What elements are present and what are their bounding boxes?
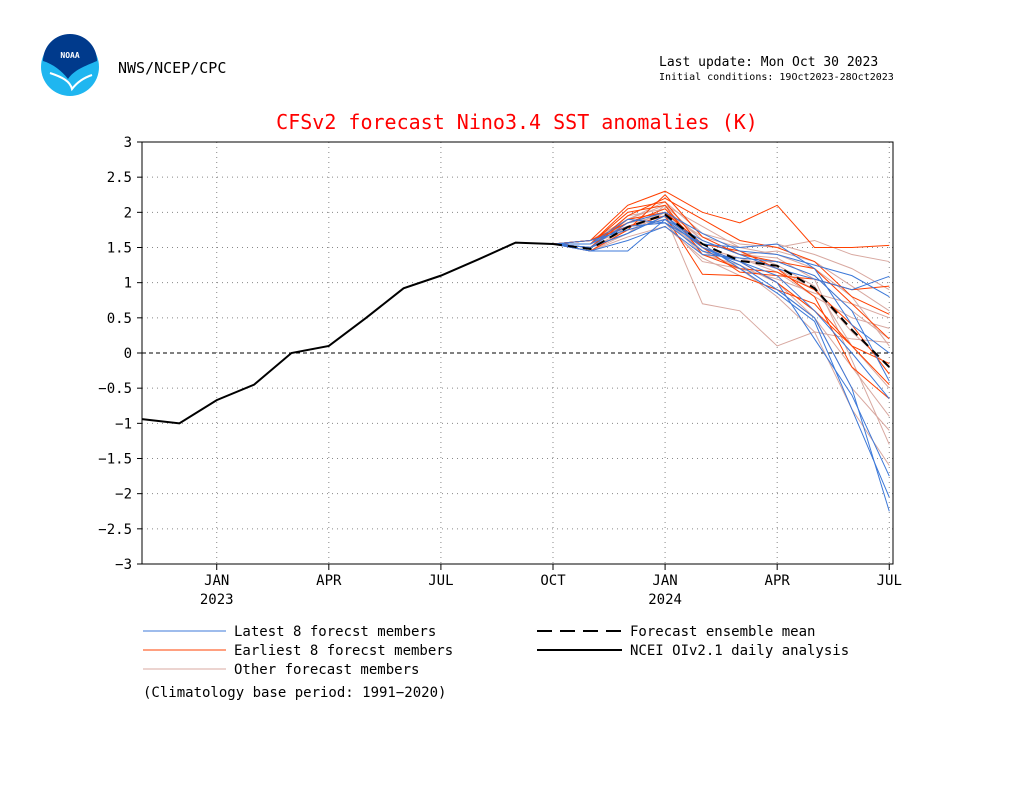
latest-member-line <box>552 215 890 400</box>
x-tick-label: JUL <box>428 573 453 589</box>
initial-conditions: Initial conditions: 19Oct2023-28Oct2023 <box>659 72 894 83</box>
noaa-logo-wave <box>49 72 93 92</box>
earliest-member-line <box>552 204 890 375</box>
y-tick-label: −0.5 <box>98 381 132 397</box>
agency-label: NWS/NCEP/CPC <box>118 59 226 77</box>
x-tick-label: JAN <box>652 573 677 589</box>
legend-earliest-label: Earliest 8 forecst members <box>234 643 453 659</box>
earliest-member-line <box>552 190 890 248</box>
x-axis: JAN 2023 APR JUL OCT JAN 2024 APR JUL <box>200 564 902 608</box>
climatology-note: (Climatology base period: 1991−2020) <box>143 685 446 701</box>
ensemble-mean-line <box>552 213 890 368</box>
x-tick-year-label: 2024 <box>648 592 682 608</box>
grid-layer <box>142 142 893 564</box>
latest-member-line <box>552 215 890 498</box>
other-member-line <box>552 225 890 417</box>
legend: Latest 8 forecst members Earliest 8 fore… <box>143 624 849 701</box>
legend-mean-label: Forecast ensemble mean <box>630 624 815 640</box>
chart-title: CFSv2 forecast Nino3.4 SST anomalies (K) <box>276 110 758 134</box>
y-axis: 3 2.5 2 1.5 1 0.5 0 −0.5 −1 −1.5 −2 −2.5 −3 <box>98 135 142 573</box>
y-tick-label: −1 <box>115 416 132 432</box>
latest-member-line <box>552 225 890 382</box>
x-tick-label: JAN <box>204 573 229 589</box>
y-tick-label: 0.5 <box>107 311 132 327</box>
latest-members-layer <box>552 211 890 512</box>
noaa-logo: NOAA <box>41 34 99 96</box>
y-tick-label: −1.5 <box>98 452 132 468</box>
y-tick-label: −2.5 <box>98 522 132 538</box>
last-update: Last update: Mon Oct 30 2023 <box>659 55 878 70</box>
x-tick-label: APR <box>765 573 791 589</box>
legend-other-label: Other forecast members <box>234 662 419 678</box>
noaa-logo-bird <box>43 34 97 79</box>
x-tick-year-label: 2023 <box>200 592 234 608</box>
y-tick-label: −2 <box>115 487 132 503</box>
y-tick-label: 1.5 <box>107 241 132 257</box>
analysis-line <box>141 241 554 425</box>
y-tick-label: 2.5 <box>107 170 132 186</box>
y-tick-label: −3 <box>115 557 132 573</box>
y-tick-label: 2 <box>124 205 132 221</box>
y-tick-label: 0 <box>124 346 132 362</box>
legend-latest-label: Latest 8 forecst members <box>234 624 436 640</box>
earliest-members-layer <box>552 190 890 400</box>
latest-member-line <box>552 211 890 298</box>
earliest-member-line <box>552 215 890 365</box>
x-tick-label: OCT <box>540 573 566 589</box>
y-tick-label: 3 <box>124 135 132 151</box>
y-tick-label: 1 <box>124 276 132 292</box>
latest-member-line <box>552 218 890 354</box>
legend-analysis-label: NCEI OIv2.1 daily analysis <box>630 643 849 659</box>
x-tick-label: APR <box>316 573 342 589</box>
x-tick-label: JUL <box>877 573 902 589</box>
noaa-logo-text: NOAA <box>60 51 79 60</box>
